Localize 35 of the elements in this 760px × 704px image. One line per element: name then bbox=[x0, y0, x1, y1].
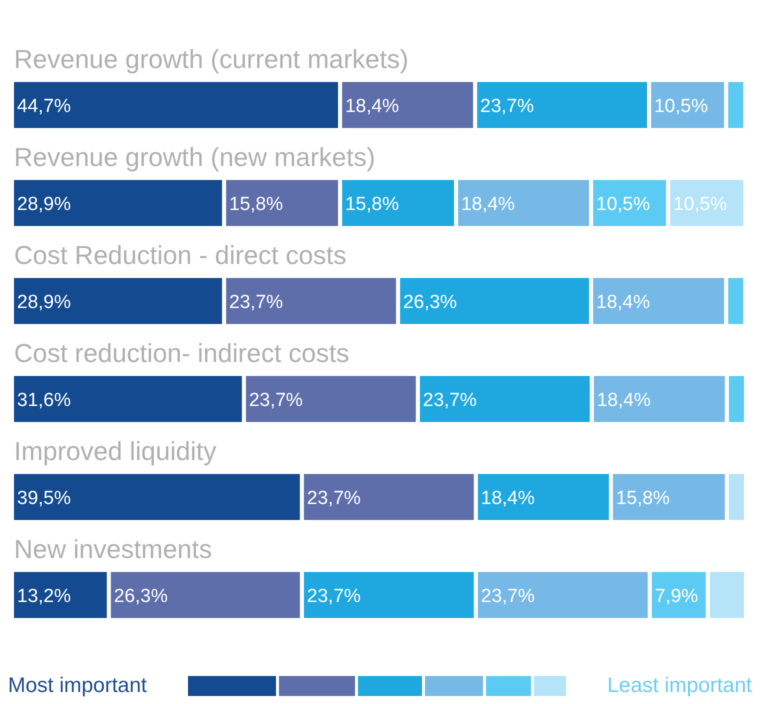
data-label: 23,7% bbox=[306, 488, 361, 509]
data-label: 26,3% bbox=[114, 586, 168, 607]
data-label: 23,7% bbox=[306, 586, 361, 607]
data-label: 15,8% bbox=[616, 488, 670, 509]
y-tick-label: Improved liquidity bbox=[14, 436, 216, 466]
text: Most important bbox=[8, 674, 147, 698]
data-label: 10,5% bbox=[596, 194, 650, 215]
data-label: 39,5% bbox=[17, 488, 71, 509]
data-label: 18,4% bbox=[596, 390, 651, 411]
data-label: 26,3% bbox=[403, 292, 458, 313]
data-label: 18,4% bbox=[480, 488, 535, 509]
data-label: 10,5% bbox=[673, 194, 728, 215]
data-label: 23,7% bbox=[422, 390, 477, 411]
data-label: 23,7% bbox=[248, 390, 303, 411]
data-label: 44,7% bbox=[17, 96, 71, 117]
data-label: 23,7% bbox=[480, 96, 534, 117]
text: Least important bbox=[607, 674, 752, 698]
data-label: 18,4% bbox=[345, 96, 400, 117]
data-label: 23,7% bbox=[229, 292, 284, 313]
data-label: 31,6% bbox=[17, 390, 71, 411]
y-tick-label: Revenue growth (current markets) bbox=[14, 44, 408, 74]
data-label: 28,9% bbox=[17, 292, 71, 313]
data-label: 15,8% bbox=[345, 194, 400, 215]
data-label: 28,9% bbox=[17, 194, 71, 215]
data-label: 18,4% bbox=[461, 194, 516, 215]
y-tick-label: New investments bbox=[14, 534, 212, 564]
data-label: 18,4% bbox=[596, 292, 650, 313]
y-tick-label: Cost reduction- indirect costs bbox=[14, 338, 350, 368]
data-label: 15,8% bbox=[229, 194, 284, 215]
data-label: 13,2% bbox=[17, 586, 71, 607]
y-tick-label: Revenue growth (new markets) bbox=[14, 142, 376, 172]
data-label: 23,7% bbox=[480, 586, 535, 607]
y-tick-label: Cost Reduction - direct costs bbox=[14, 240, 346, 270]
data-label: 10,5% bbox=[654, 96, 708, 117]
data-label: 7,9% bbox=[654, 586, 698, 607]
